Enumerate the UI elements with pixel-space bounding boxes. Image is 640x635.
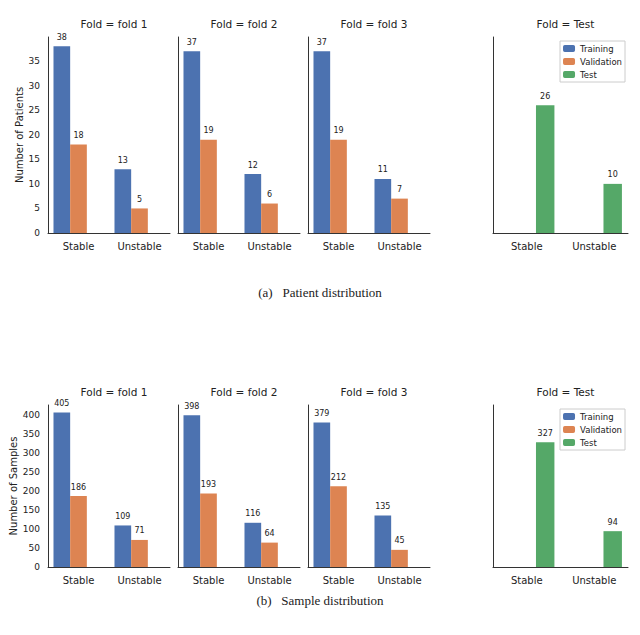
svg-text:Stable: Stable bbox=[63, 241, 95, 252]
svg-text:Unstable: Unstable bbox=[572, 575, 616, 586]
svg-text:Validation: Validation bbox=[580, 425, 622, 435]
svg-text:Test: Test bbox=[579, 70, 597, 80]
svg-text:193: 193 bbox=[201, 480, 216, 489]
svg-text:116: 116 bbox=[245, 509, 260, 518]
svg-text:50: 50 bbox=[29, 543, 41, 553]
svg-text:25: 25 bbox=[29, 105, 40, 115]
svg-text:327: 327 bbox=[538, 429, 553, 438]
svg-text:18: 18 bbox=[73, 131, 83, 140]
svg-text:45: 45 bbox=[394, 536, 404, 545]
svg-text:Stable: Stable bbox=[323, 241, 355, 252]
svg-text:379: 379 bbox=[314, 409, 329, 418]
svg-text:20: 20 bbox=[29, 130, 41, 140]
svg-text:(b) Sample distribution: (b) Sample distribution bbox=[256, 593, 384, 608]
svg-text:13: 13 bbox=[118, 156, 128, 165]
svg-text:Unstable: Unstable bbox=[117, 575, 161, 586]
svg-text:0: 0 bbox=[34, 228, 40, 238]
svg-text:Fold = Test: Fold = Test bbox=[537, 386, 595, 398]
svg-text:(a) Patient distribution: (a) Patient distribution bbox=[258, 285, 382, 300]
svg-text:Fold = fold 3: Fold = fold 3 bbox=[341, 386, 408, 398]
svg-text:135: 135 bbox=[375, 502, 390, 511]
svg-text:Number of Patients: Number of Patients bbox=[14, 87, 25, 183]
svg-text:38: 38 bbox=[57, 33, 67, 42]
svg-text:Unstable: Unstable bbox=[377, 575, 421, 586]
svg-text:Fold = fold 2: Fold = fold 2 bbox=[211, 18, 278, 30]
svg-text:Stable: Stable bbox=[323, 575, 355, 586]
svg-text:398: 398 bbox=[184, 402, 199, 411]
svg-text:37: 37 bbox=[187, 38, 197, 47]
svg-text:5: 5 bbox=[137, 195, 142, 204]
svg-text:10: 10 bbox=[608, 170, 618, 179]
svg-text:Unstable: Unstable bbox=[117, 241, 161, 252]
svg-text:186: 186 bbox=[71, 483, 86, 492]
svg-text:Fold = fold 1: Fold = fold 1 bbox=[81, 18, 148, 30]
svg-text:7: 7 bbox=[397, 185, 402, 194]
svg-text:Unstable: Unstable bbox=[572, 241, 616, 252]
svg-text:6: 6 bbox=[267, 190, 272, 199]
svg-text:Training: Training bbox=[579, 44, 614, 54]
svg-text:Fold = fold 1: Fold = fold 1 bbox=[81, 386, 148, 398]
svg-text:11: 11 bbox=[378, 165, 388, 174]
svg-text:Number of Samples: Number of Samples bbox=[8, 437, 19, 536]
svg-text:Stable: Stable bbox=[193, 241, 225, 252]
svg-text:Stable: Stable bbox=[511, 575, 543, 586]
svg-text:Unstable: Unstable bbox=[247, 241, 291, 252]
svg-text:5: 5 bbox=[34, 203, 40, 213]
svg-text:19: 19 bbox=[333, 126, 343, 135]
svg-text:Fold = fold 2: Fold = fold 2 bbox=[211, 386, 278, 398]
svg-text:Fold = Test: Fold = Test bbox=[537, 18, 595, 30]
svg-text:10: 10 bbox=[29, 179, 41, 189]
svg-text:Validation: Validation bbox=[580, 57, 622, 67]
svg-text:15: 15 bbox=[29, 154, 40, 164]
svg-text:35: 35 bbox=[29, 56, 40, 66]
svg-text:19: 19 bbox=[203, 126, 213, 135]
svg-text:Stable: Stable bbox=[511, 241, 543, 252]
svg-text:Test: Test bbox=[579, 438, 597, 448]
svg-text:400: 400 bbox=[23, 410, 40, 420]
svg-text:94: 94 bbox=[608, 518, 618, 527]
svg-text:100: 100 bbox=[23, 524, 40, 534]
svg-text:Stable: Stable bbox=[193, 575, 225, 586]
svg-text:350: 350 bbox=[23, 429, 40, 439]
svg-text:109: 109 bbox=[115, 512, 130, 521]
svg-text:71: 71 bbox=[134, 526, 144, 535]
svg-text:64: 64 bbox=[264, 529, 274, 538]
svg-text:150: 150 bbox=[23, 505, 40, 515]
svg-text:30: 30 bbox=[29, 81, 41, 91]
svg-text:0: 0 bbox=[34, 562, 40, 572]
svg-text:Fold = fold 3: Fold = fold 3 bbox=[341, 18, 408, 30]
svg-text:Unstable: Unstable bbox=[377, 241, 421, 252]
svg-text:300: 300 bbox=[23, 448, 40, 458]
svg-text:200: 200 bbox=[23, 486, 40, 496]
svg-text:Unstable: Unstable bbox=[247, 575, 291, 586]
svg-text:212: 212 bbox=[331, 473, 346, 482]
svg-text:26: 26 bbox=[540, 92, 550, 101]
svg-text:Stable: Stable bbox=[63, 575, 95, 586]
svg-text:405: 405 bbox=[54, 399, 69, 408]
svg-text:250: 250 bbox=[23, 467, 40, 477]
svg-text:Training: Training bbox=[579, 412, 614, 422]
svg-text:37: 37 bbox=[317, 38, 327, 47]
svg-text:12: 12 bbox=[248, 161, 258, 170]
